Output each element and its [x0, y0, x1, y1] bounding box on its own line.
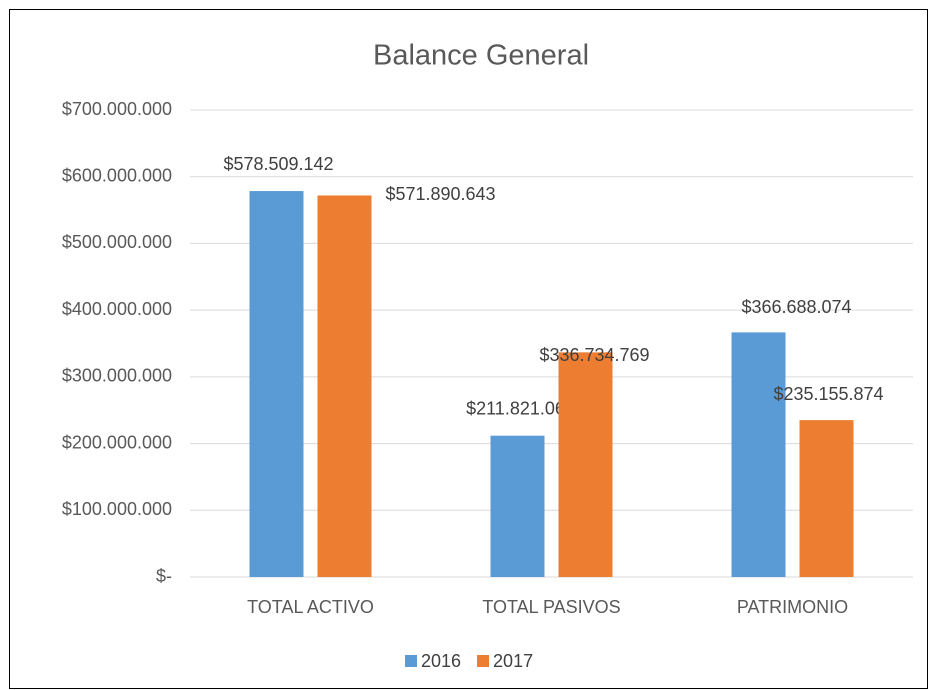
- x-tick-label: PATRIMONIO: [737, 597, 848, 617]
- bar: [490, 435, 545, 577]
- legend-swatch: [405, 655, 417, 667]
- x-tick-label: TOTAL PASIVOS: [482, 597, 620, 617]
- bar: [558, 352, 613, 577]
- y-tick-label: $200.000.000: [62, 432, 172, 452]
- value-label: $366.688.074: [741, 297, 851, 317]
- legend-label: 2016: [421, 651, 461, 671]
- y-tick-label: $700.000.000: [62, 99, 172, 119]
- y-tick-label: $600.000.000: [62, 165, 172, 185]
- bar: [317, 195, 372, 578]
- value-label: $578.509.142: [223, 154, 333, 174]
- legend-swatch: [477, 655, 490, 667]
- y-tick-label: $400.000.000: [62, 299, 172, 319]
- y-tick-label: $500.000.000: [62, 232, 172, 252]
- bar: [249, 191, 304, 577]
- y-tick-label: $-: [156, 566, 172, 586]
- legend-label: 2017: [493, 651, 533, 671]
- bar: [799, 420, 854, 577]
- value-label: $336.734.769: [539, 345, 649, 365]
- value-label: $235.155.874: [773, 384, 883, 404]
- x-tick-label: TOTAL ACTIVO: [247, 597, 374, 617]
- y-tick-label: $300.000.000: [62, 366, 172, 386]
- value-label: $571.890.643: [385, 184, 495, 204]
- y-tick-label: $100.000.000: [62, 499, 172, 519]
- chart-title: Balance General: [373, 40, 589, 72]
- bar: [731, 332, 786, 577]
- value-label: $211.821.068: [466, 398, 575, 418]
